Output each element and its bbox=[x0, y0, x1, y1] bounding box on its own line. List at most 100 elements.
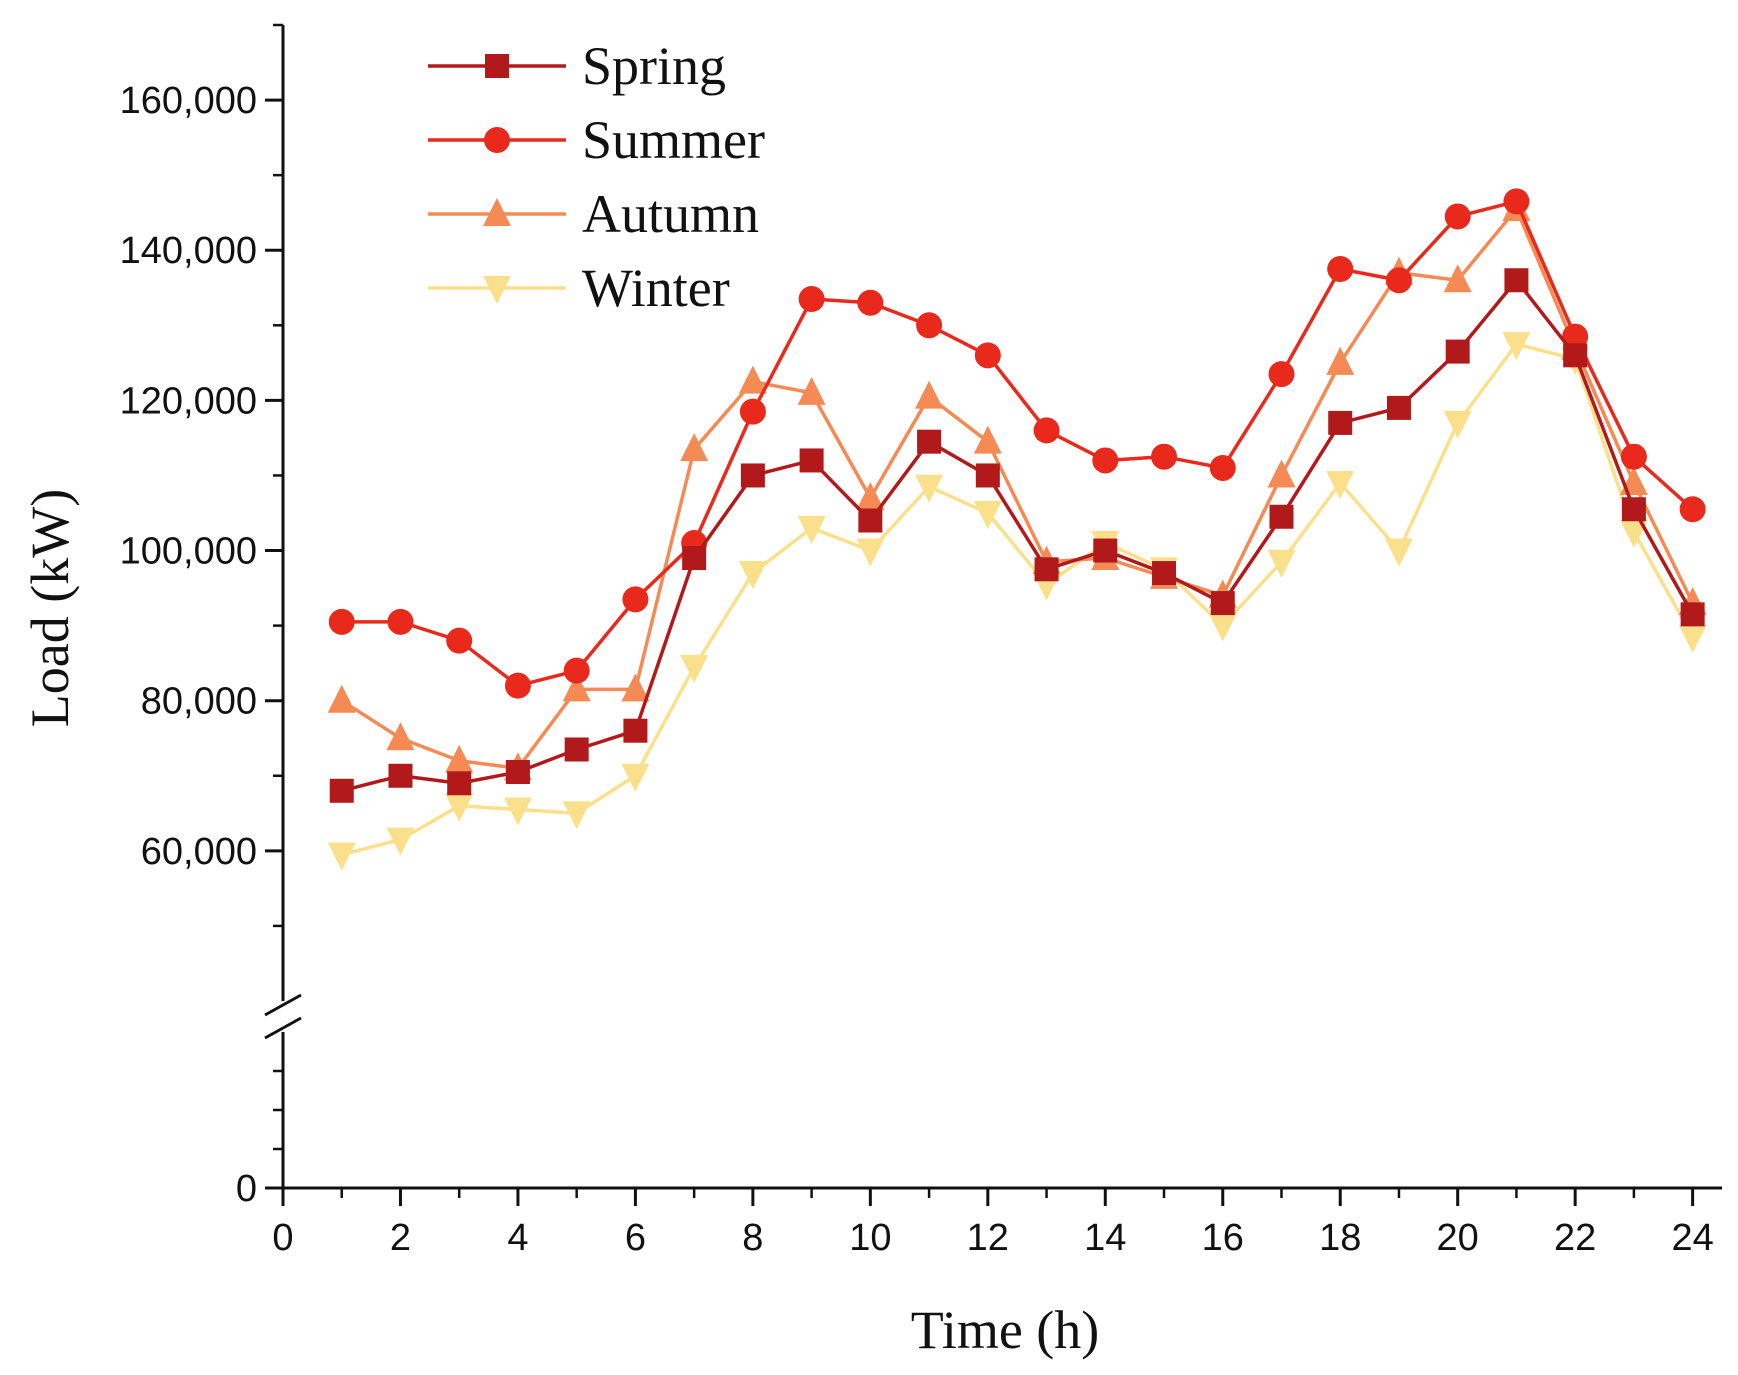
data-point-summer bbox=[974, 342, 1001, 369]
data-point-summer bbox=[1562, 323, 1589, 350]
data-point-autumn bbox=[973, 425, 1002, 454]
y-axis-break-mark bbox=[264, 1016, 302, 1040]
x-tick-label: 24 bbox=[1671, 1217, 1713, 1259]
data-point-spring bbox=[388, 763, 413, 788]
data-point-summer bbox=[1620, 443, 1647, 470]
data-point-winter bbox=[1678, 624, 1707, 653]
data-point-summer bbox=[1209, 454, 1236, 481]
data-point-summer bbox=[1503, 188, 1530, 215]
data-point-autumn bbox=[1443, 264, 1472, 293]
y-tick-label: 0 bbox=[236, 1168, 257, 1210]
data-point-winter bbox=[915, 474, 944, 503]
series-autumn bbox=[327, 192, 1707, 781]
data-point-summer bbox=[1679, 496, 1706, 523]
y-tick-label: 100,000 bbox=[120, 531, 257, 573]
x-tick-label: 8 bbox=[742, 1217, 763, 1259]
data-point-winter bbox=[1443, 410, 1472, 439]
data-point-winter bbox=[738, 561, 767, 590]
data-point-spring bbox=[1563, 343, 1588, 368]
legend-item-summer: Summer bbox=[428, 110, 765, 170]
series-line-spring bbox=[341, 278, 1695, 793]
data-point-spring bbox=[1621, 497, 1646, 522]
data-point-spring bbox=[1269, 504, 1294, 529]
x-tick-label: 16 bbox=[1202, 1217, 1244, 1259]
data-point-winter bbox=[680, 654, 709, 683]
data-point-winter bbox=[1384, 538, 1413, 567]
data-point-winter bbox=[856, 538, 885, 567]
data-point-spring bbox=[917, 429, 942, 454]
data-point-spring bbox=[1152, 561, 1177, 586]
data-point-spring bbox=[1034, 557, 1059, 582]
legend-marker-spring bbox=[485, 54, 509, 78]
data-point-summer bbox=[504, 672, 531, 699]
data-point-spring bbox=[623, 718, 648, 743]
data-point-winter bbox=[973, 501, 1002, 529]
data-point-autumn bbox=[856, 481, 885, 510]
data-point-spring bbox=[799, 448, 824, 473]
data-point-winter bbox=[1267, 549, 1296, 578]
data-point-winter bbox=[1619, 519, 1648, 548]
data-point-spring bbox=[682, 546, 707, 571]
data-point-summer bbox=[1268, 361, 1295, 388]
legend-label-summer: Summer bbox=[582, 110, 765, 170]
x-tick-label: 14 bbox=[1084, 1217, 1126, 1259]
series-spring bbox=[329, 268, 1705, 803]
data-point-summer bbox=[798, 286, 825, 313]
data-point-autumn bbox=[1267, 459, 1296, 488]
data-point-winter bbox=[1502, 332, 1531, 361]
data-point-autumn bbox=[738, 365, 767, 394]
data-point-spring bbox=[505, 760, 530, 785]
legend-marker-summer bbox=[484, 127, 510, 153]
data-point-summer bbox=[1385, 267, 1412, 294]
x-tick-label: 18 bbox=[1319, 1217, 1361, 1259]
data-point-spring bbox=[564, 737, 589, 762]
data-point-winter bbox=[797, 516, 826, 545]
axes: 0 2 4 6 8 10 12 14 16 18 20 22 24060,00080,000100,00… bbox=[120, 23, 1722, 1259]
x-tick-label: 4 bbox=[507, 1217, 528, 1259]
data-point-spring bbox=[1093, 538, 1118, 563]
data-point-summer bbox=[622, 586, 649, 613]
data-point-autumn bbox=[915, 380, 944, 409]
data-point-summer bbox=[328, 608, 355, 635]
series-line-winter bbox=[341, 342, 1695, 857]
data-point-winter bbox=[621, 763, 650, 792]
data-point-summer bbox=[1151, 443, 1178, 470]
data-point-summer bbox=[916, 312, 943, 339]
data-point-autumn bbox=[445, 744, 474, 773]
data-point-autumn bbox=[1326, 346, 1355, 375]
data-point-autumn bbox=[680, 433, 709, 462]
y-axis-break-mark bbox=[264, 993, 302, 1017]
legend-marker-autumn bbox=[483, 198, 511, 226]
x-tick-label: 22 bbox=[1554, 1217, 1596, 1259]
data-point-winter bbox=[445, 793, 474, 822]
y-axis-title: Load (kW) bbox=[20, 489, 80, 727]
y-tick-label: 120,000 bbox=[120, 380, 257, 422]
data-point-summer bbox=[857, 289, 884, 316]
data-point-spring bbox=[1210, 591, 1235, 616]
legend-item-spring: Spring bbox=[428, 36, 726, 96]
data-point-autumn bbox=[327, 684, 356, 713]
y-tick-label: 80,000 bbox=[141, 681, 257, 723]
legend-label-spring: Spring bbox=[582, 36, 726, 96]
data-point-autumn bbox=[562, 673, 591, 702]
data-point-summer bbox=[1033, 417, 1060, 444]
data-point-spring bbox=[1386, 395, 1411, 420]
data-point-summer bbox=[563, 657, 590, 684]
x-tick-label: 12 bbox=[967, 1217, 1009, 1259]
data-point-summer bbox=[1444, 203, 1471, 230]
series-line-summer bbox=[341, 199, 1694, 688]
series-line-autumn bbox=[340, 207, 1695, 771]
x-tick-label: 0 bbox=[272, 1217, 293, 1259]
legend-item-winter: Winter bbox=[428, 258, 730, 318]
data-point-spring bbox=[1445, 339, 1470, 364]
data-point-spring bbox=[740, 463, 765, 488]
x-axis-title: Time (h) bbox=[911, 1300, 1100, 1360]
data-point-winter bbox=[1326, 470, 1355, 499]
data-point-spring bbox=[975, 463, 1000, 488]
data-point-summer bbox=[387, 608, 414, 635]
data-point-spring bbox=[329, 778, 354, 803]
series-summer bbox=[328, 188, 1706, 699]
legend-label-winter: Winter bbox=[582, 258, 730, 318]
data-point-autumn bbox=[386, 722, 415, 751]
